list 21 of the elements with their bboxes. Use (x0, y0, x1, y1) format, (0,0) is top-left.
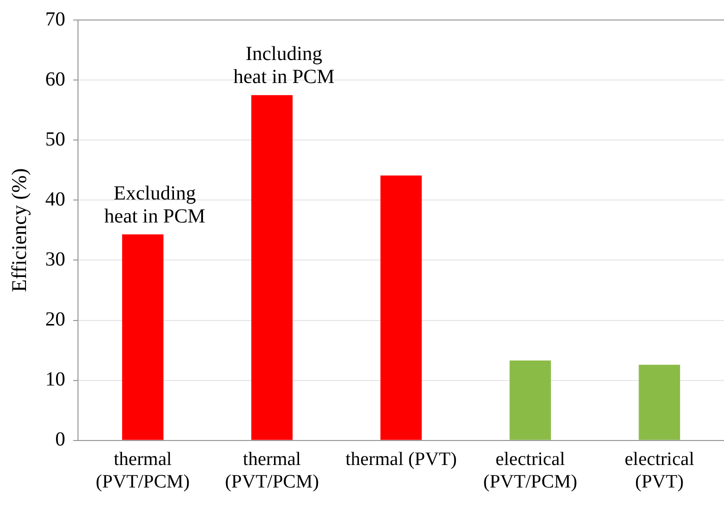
y-axis-title: Efficiency (%) (7, 168, 32, 292)
x-tick-label: thermal (PVT/PCM) (224, 448, 319, 493)
y-tick-label: 40 (45, 188, 66, 210)
bar (251, 95, 293, 440)
bar (638, 364, 680, 440)
y-tick-label: 10 (45, 368, 66, 391)
y-tick-label: 20 (45, 308, 66, 331)
x-tick-label: electrical (PVT) (624, 448, 694, 493)
y-tick-label: 70 (45, 8, 66, 30)
y-tick-label: 60 (45, 68, 66, 90)
x-tick-label: thermal (PVT) (345, 448, 457, 470)
x-tick-label: thermal (PVT/PCM) (96, 448, 190, 493)
y-tick-label: 30 (45, 248, 66, 270)
annotation: Excluding heat in PCM (104, 182, 206, 228)
y-tick-label: 0 (55, 428, 66, 451)
bar (510, 360, 551, 440)
x-tick-label: electrical (PVT/PCM) (483, 448, 578, 493)
bar (380, 176, 422, 440)
y-tick-label: 50 (45, 128, 66, 150)
bar (122, 234, 164, 440)
annotation: Including heat in PCM (233, 43, 335, 88)
